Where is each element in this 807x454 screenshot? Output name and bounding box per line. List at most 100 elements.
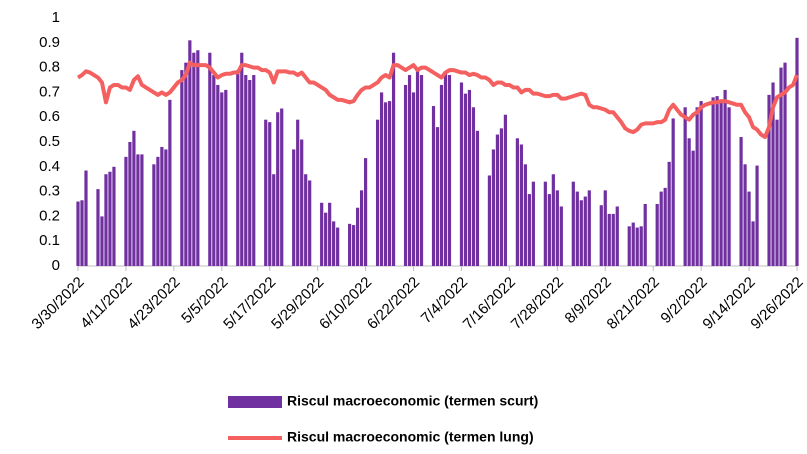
bar (168, 99, 172, 266)
bar (463, 93, 468, 266)
bar (324, 212, 328, 266)
bar (747, 191, 751, 266)
bar (687, 138, 691, 266)
bar (575, 191, 579, 266)
bar (196, 50, 200, 266)
bar (244, 75, 248, 266)
bar (152, 164, 156, 266)
legend-label: Riscul macroeconomic (termen scurt) (287, 393, 538, 409)
line (76, 60, 799, 140)
bar (775, 119, 779, 267)
bar (587, 190, 591, 266)
bar (383, 102, 388, 266)
bar (583, 196, 587, 266)
bar (184, 62, 188, 266)
bar (751, 221, 755, 266)
y-tick-label: 1 (52, 9, 60, 26)
bar (627, 226, 631, 266)
y-tick-label: 0.9 (39, 34, 60, 51)
bar (419, 75, 424, 266)
bar (415, 70, 420, 266)
bar (411, 92, 416, 267)
y-tick-label: 0.6 (39, 108, 60, 125)
bar (663, 187, 667, 266)
bar (236, 70, 240, 266)
bar (755, 165, 759, 266)
bar (332, 221, 336, 266)
y-tick-label: 0.8 (39, 59, 60, 76)
bar (304, 174, 308, 266)
bar (216, 84, 220, 267)
y-tick-label: 0.1 (39, 232, 60, 249)
bar (156, 156, 160, 266)
bar (132, 130, 136, 266)
y-tick-label: 0.4 (39, 158, 60, 175)
bar (328, 202, 332, 266)
bar (108, 171, 112, 266)
x-tick-label: 6/22/2022 (364, 274, 423, 333)
bar (555, 190, 559, 266)
bar (767, 94, 771, 266)
bar (531, 181, 535, 266)
bar (364, 158, 368, 266)
bar (515, 138, 519, 266)
bar (220, 92, 224, 267)
bar (475, 130, 480, 266)
bar (272, 174, 276, 266)
bar (771, 82, 775, 266)
bar (495, 134, 500, 266)
bar (375, 119, 380, 267)
bar (499, 128, 504, 266)
bar (435, 127, 440, 267)
bar (76, 201, 80, 266)
bar (671, 118, 675, 266)
legend-label: Riscul macroeconomic (termen lung) (287, 429, 534, 445)
legend-swatch (228, 396, 282, 408)
bar (639, 226, 643, 266)
bar (292, 149, 296, 266)
bar (503, 114, 508, 266)
bar (467, 89, 472, 266)
x-tick-label: 7/28/2022 (508, 274, 567, 333)
bar (607, 213, 611, 266)
bar (723, 89, 727, 266)
bar (643, 204, 647, 266)
bar (300, 139, 304, 266)
bar (655, 204, 659, 266)
bar (715, 96, 719, 267)
bar (160, 146, 164, 266)
bar (164, 149, 168, 266)
bar (180, 70, 184, 266)
y-tick-label: 0.2 (39, 207, 60, 224)
y-tick-label: 0.5 (39, 133, 60, 150)
bar (779, 67, 783, 266)
bar (631, 222, 635, 266)
y-tick-label: 0.3 (39, 183, 60, 200)
bar (356, 207, 360, 266)
bar (711, 97, 715, 266)
bar (599, 205, 603, 266)
bar (615, 206, 619, 266)
bar (743, 164, 747, 266)
y-tick-label: 0 (52, 257, 60, 274)
bar (140, 154, 144, 266)
bar (739, 137, 743, 266)
bar (695, 107, 699, 266)
bar (276, 112, 280, 267)
y-tick-label: 0.7 (39, 83, 60, 100)
bar (296, 119, 300, 267)
bar (336, 227, 340, 266)
bar (320, 202, 324, 266)
bar (208, 52, 212, 266)
bar (527, 194, 531, 266)
bar (212, 75, 216, 266)
bar (124, 156, 128, 266)
x-tick-label: 8/21/2022 (604, 274, 663, 333)
bar (783, 62, 787, 266)
bar (547, 194, 551, 266)
bar (719, 102, 723, 266)
x-tick-label: 4/23/2022 (124, 274, 183, 333)
bar (128, 142, 132, 266)
bar (611, 213, 615, 266)
